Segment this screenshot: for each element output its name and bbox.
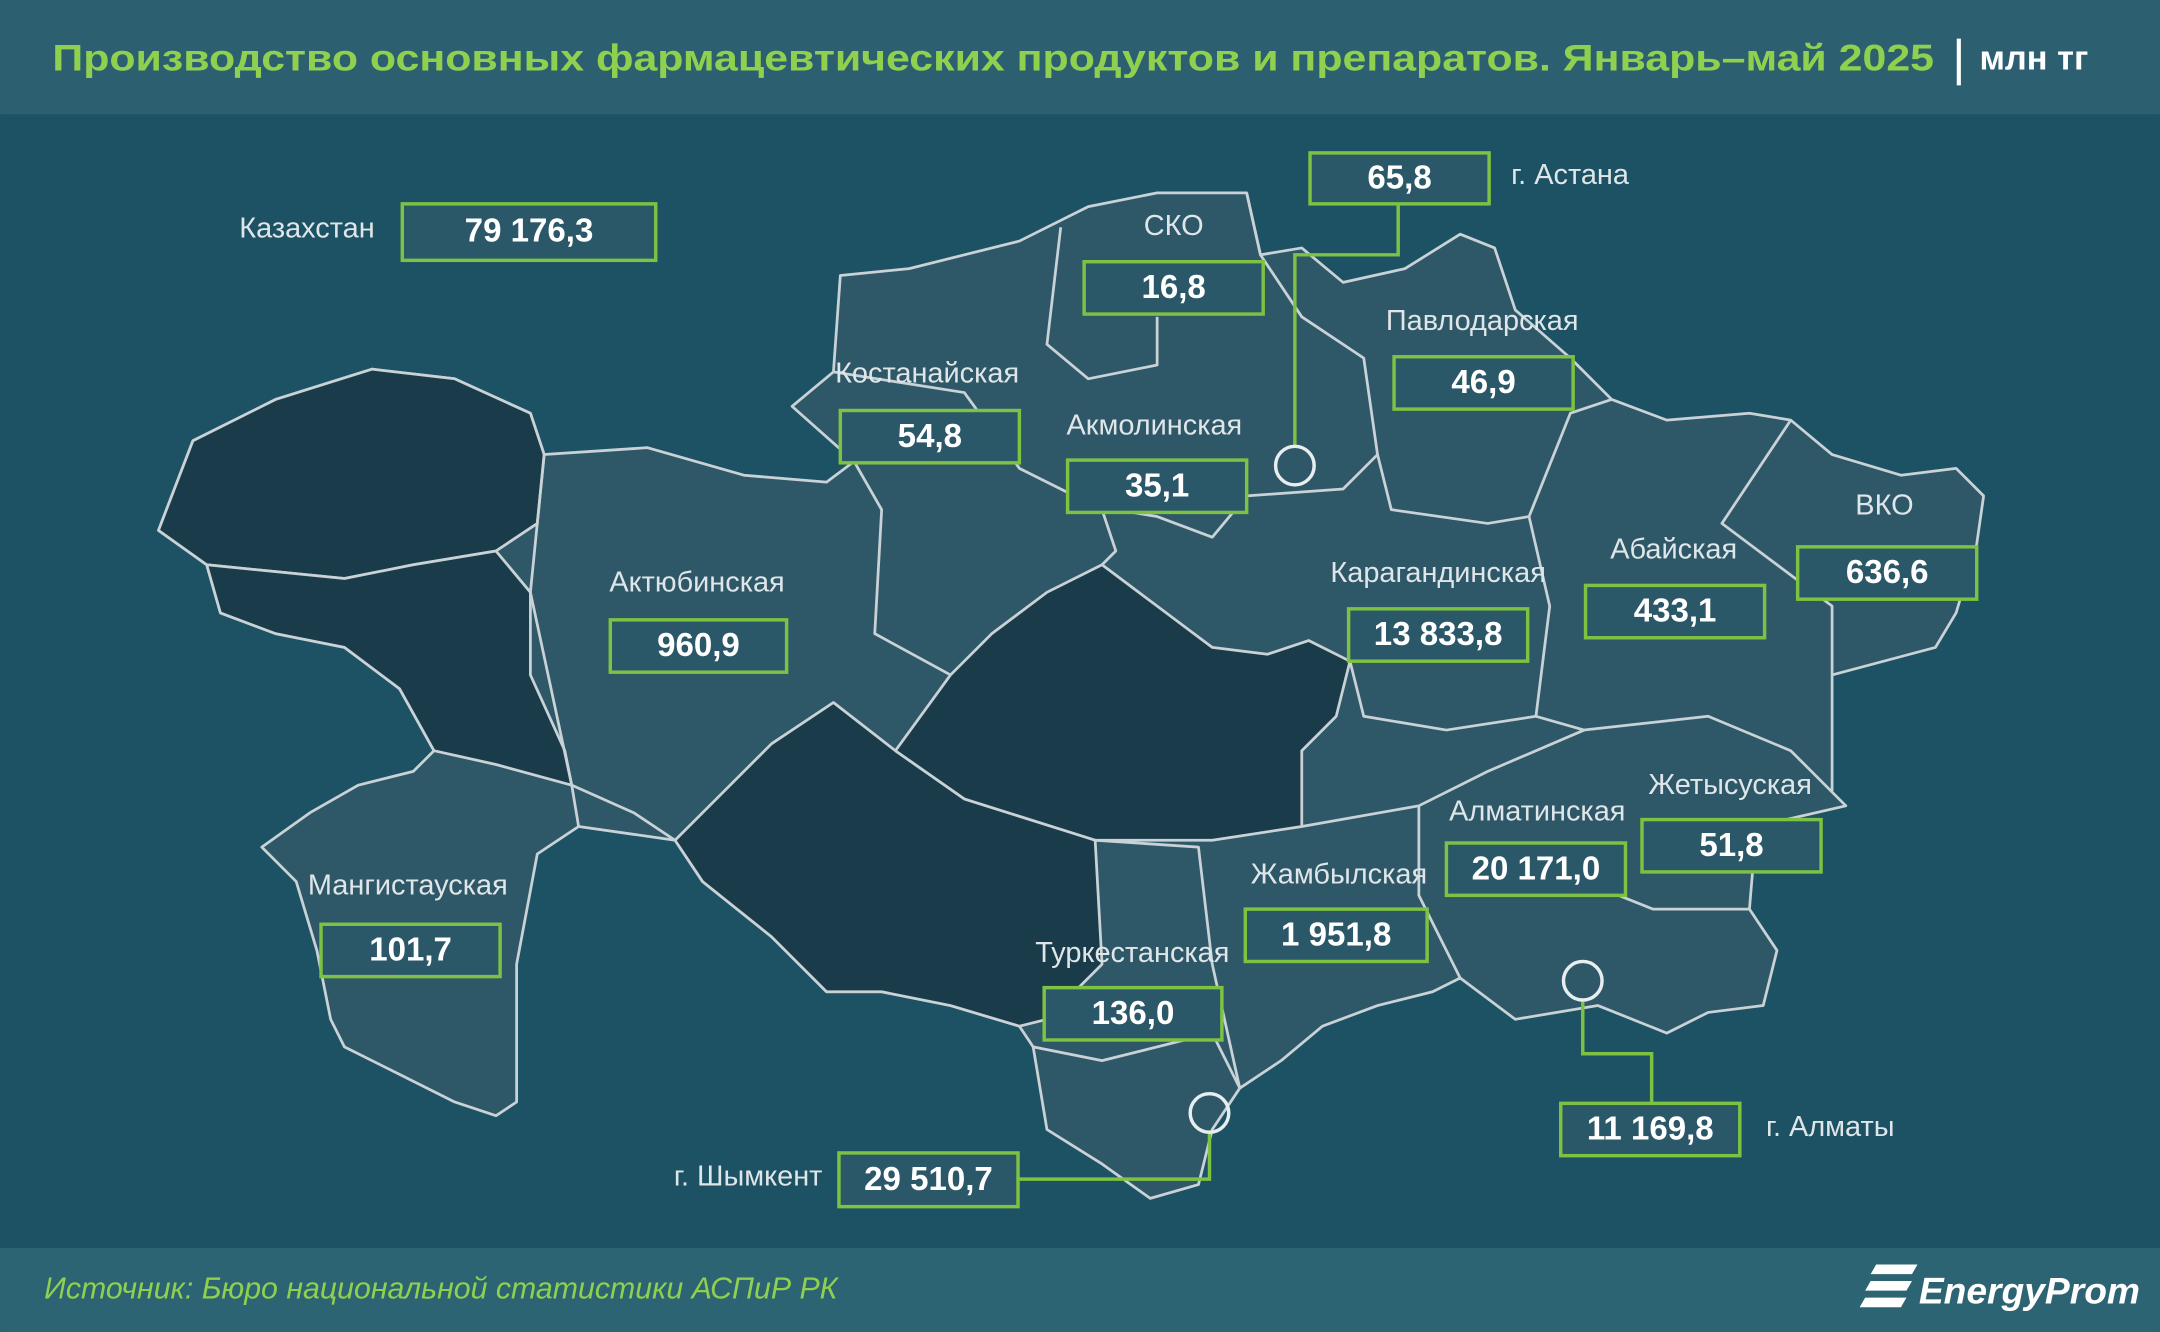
city-marker xyxy=(1273,444,1316,487)
region-ulytau xyxy=(894,563,1352,842)
city-marker xyxy=(1561,959,1604,1002)
region-name: Жамбылская xyxy=(1251,859,1427,891)
logo-text: EnergyProm xyxy=(1919,1269,2140,1311)
region-name: Костанайская xyxy=(835,357,1019,389)
total-value: 79 176,3 xyxy=(465,213,594,250)
value-box xyxy=(1583,583,1767,640)
city-marker xyxy=(1188,1091,1231,1134)
value-box xyxy=(1308,151,1491,206)
header-band xyxy=(0,0,2160,115)
value-label: 636,6 xyxy=(1846,554,1929,591)
leaders xyxy=(1018,203,1654,1181)
border xyxy=(1720,419,1834,675)
border xyxy=(1115,192,1379,539)
border xyxy=(1095,838,1242,1089)
region-name: ВКО xyxy=(1855,490,1913,522)
value-box xyxy=(1065,458,1249,515)
border xyxy=(1301,728,1585,828)
map xyxy=(157,191,1985,1200)
value-label: 51,8 xyxy=(1699,827,1763,864)
value-box xyxy=(837,1151,1020,1209)
total: Казахстан 79 176,3 xyxy=(239,202,658,263)
leader-line xyxy=(1581,1000,1654,1104)
value-box xyxy=(1559,1101,1742,1158)
value-box xyxy=(1243,907,1429,964)
border xyxy=(1032,1031,1242,1089)
border xyxy=(1348,660,1537,732)
border xyxy=(1376,398,1613,525)
leader-line xyxy=(1293,203,1400,447)
region-name: Мангистауская xyxy=(308,870,508,902)
value-label: 136,0 xyxy=(1092,995,1175,1032)
region-name: Абайская xyxy=(1610,534,1737,566)
value-label: 16,8 xyxy=(1142,269,1206,306)
region-kyzylorda xyxy=(673,701,1104,1028)
value-label: 101,7 xyxy=(369,932,452,969)
title: Производство основных фармацевтических п… xyxy=(52,36,1934,78)
labels: СКО 16,8 Павлодарская 46,9 Костанайская 54,8 А… xyxy=(308,151,1979,1209)
value-box xyxy=(319,922,502,979)
value-label: 46,9 xyxy=(1451,364,1515,401)
region-name: Акмолинская xyxy=(1067,410,1243,442)
region-name: Карагандинская xyxy=(1330,557,1545,589)
footer-band xyxy=(0,1247,2160,1332)
value-box xyxy=(608,618,789,674)
region-name: Алматинская xyxy=(1449,795,1625,827)
value-label: 13 833,8 xyxy=(1374,616,1503,653)
border xyxy=(571,783,676,842)
value-label: 1 951,8 xyxy=(1281,916,1391,953)
value-box xyxy=(1082,259,1265,316)
value-box xyxy=(1640,817,1823,874)
border xyxy=(1417,805,1462,979)
city-name: г. Астана xyxy=(1511,159,1630,191)
region-name: Павлодарская xyxy=(1386,305,1579,337)
city-name: г. Шымкент xyxy=(674,1160,822,1192)
value-label: 433,1 xyxy=(1634,593,1717,630)
border xyxy=(1045,227,1159,381)
logo-icon xyxy=(1859,1264,1918,1308)
border xyxy=(833,370,1118,566)
leader-line xyxy=(1018,1132,1212,1181)
value-label: 29 510,7 xyxy=(864,1161,993,1198)
total-label: Казахстан xyxy=(239,213,374,245)
value-label: 11 169,8 xyxy=(1587,1111,1714,1148)
border xyxy=(852,460,952,677)
region-name: Жетысуская xyxy=(1648,769,1812,801)
value-box xyxy=(838,408,1022,465)
value-box xyxy=(1444,841,1628,898)
value-label: 960,9 xyxy=(657,627,740,664)
value-label: 20 171,0 xyxy=(1472,850,1601,887)
value-box xyxy=(1392,355,1575,411)
city-name: г. Алматы xyxy=(1766,1111,1895,1143)
region-name: Актюбинская xyxy=(609,567,784,599)
value-label: 35,1 xyxy=(1125,467,1189,504)
border xyxy=(529,454,580,827)
value-box xyxy=(1042,985,1224,1042)
region-name: СКО xyxy=(1144,210,1204,242)
value-label: 54,8 xyxy=(898,418,962,455)
region-name: Туркестанская xyxy=(1035,937,1229,969)
value-box xyxy=(1346,607,1530,663)
value-label: 65,8 xyxy=(1367,159,1431,196)
unit: млн тг xyxy=(1979,40,2088,78)
value-box xyxy=(1795,545,1979,601)
logo: EnergyProm xyxy=(1859,1264,2140,1311)
value-box xyxy=(400,202,658,263)
source: Источник: Бюро национальной статистики А… xyxy=(44,1273,840,1306)
